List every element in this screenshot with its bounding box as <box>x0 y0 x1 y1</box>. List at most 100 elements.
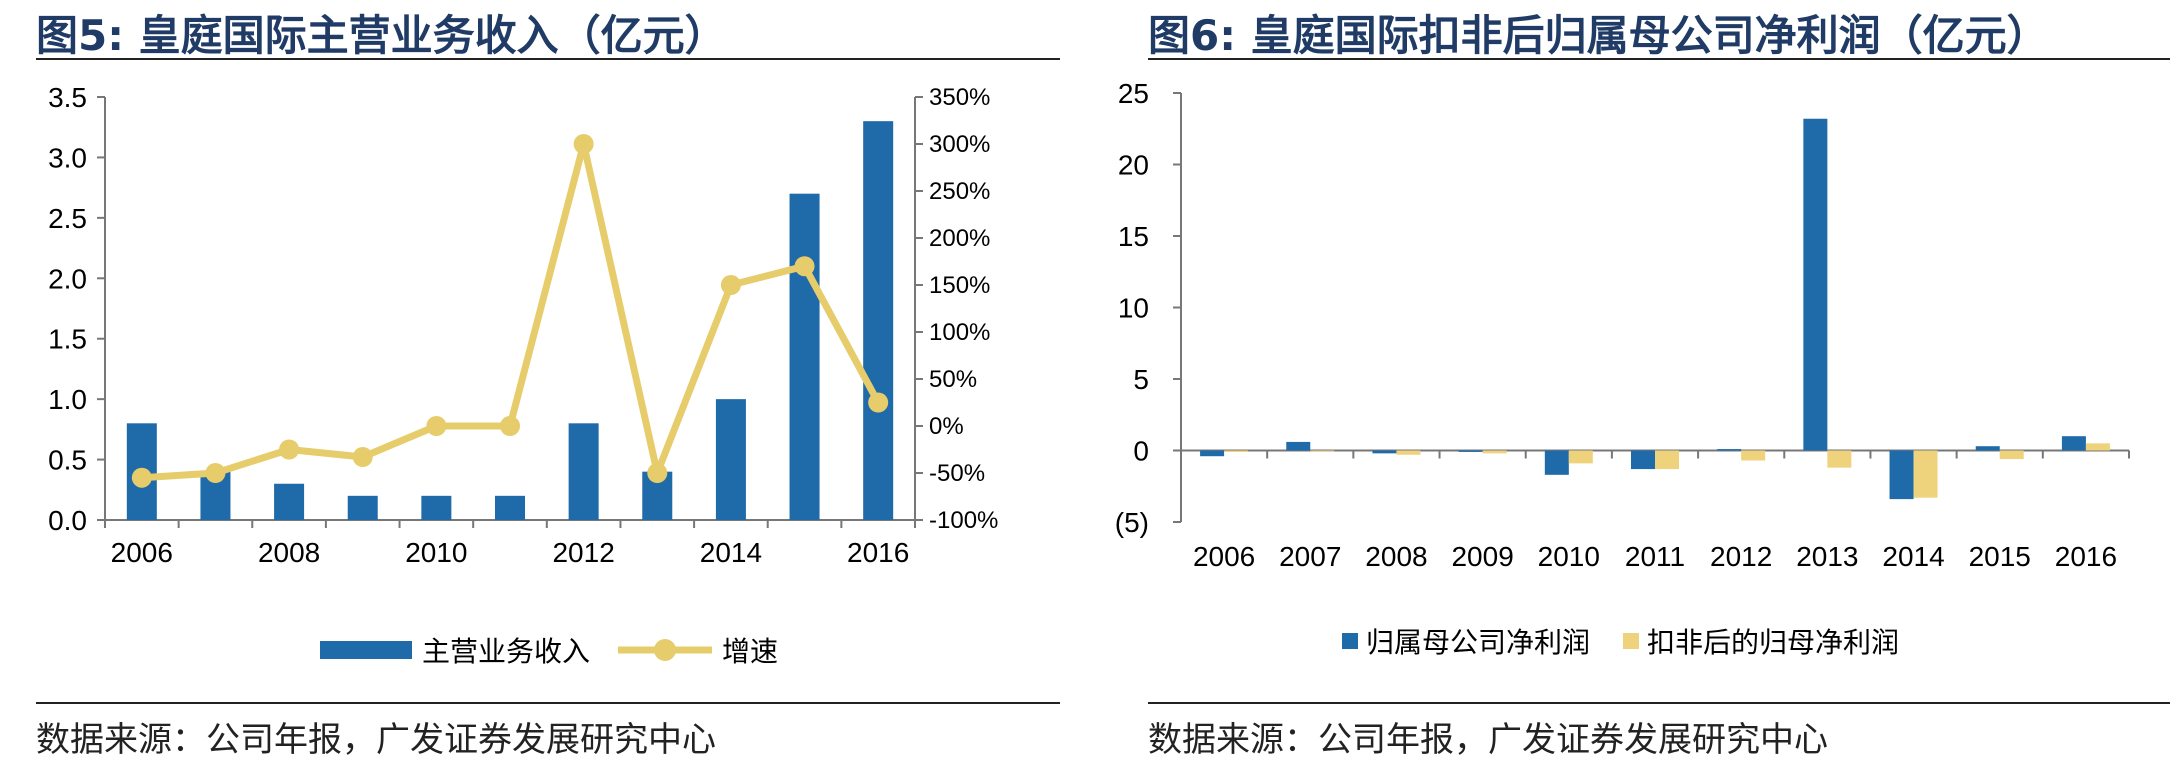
point-growth <box>868 392 889 413</box>
bar-net-profit <box>1889 450 1914 500</box>
y-tick-label-right: -50% <box>929 460 985 487</box>
bar-net-profit <box>1975 446 2000 451</box>
x-tick-label: 2013 <box>1796 541 1858 572</box>
bar-net-profit-deducted <box>1482 450 1507 454</box>
y-tick-label-right: 150% <box>929 272 990 299</box>
bar-net-profit <box>1458 450 1483 452</box>
x-tick-label: 2012 <box>1710 541 1772 572</box>
y-tick-label: (5) <box>1115 507 1149 538</box>
legend-marker-growth <box>654 639 676 661</box>
x-tick-label: 2006 <box>111 537 173 568</box>
x-tick-label: 2011 <box>1625 541 1685 572</box>
point-growth <box>647 463 668 483</box>
y-tick-label: 15 <box>1118 221 1149 252</box>
y-tick-label: 5 <box>1133 364 1149 395</box>
chart-left: 0.0 0.5 1.0 1.5 2.0 2.5 3.0 3.5 -100% -50% 0% 50% 10… <box>48 82 998 667</box>
x-tick-label: 2009 <box>1451 541 1513 572</box>
x-tick-label: 2014 <box>700 537 762 568</box>
bar-net-profit <box>1717 449 1742 451</box>
chart-title-right: 图6: 皇庭国际扣非后归属母公司净利润（亿元） <box>1148 11 2049 60</box>
legend-label-net-profit: 归属母公司净利润 <box>1366 627 1590 658</box>
bar-revenue <box>421 495 452 520</box>
bar-net-profit-deducted <box>1655 450 1679 470</box>
y-tick-label-right: 100% <box>929 319 990 346</box>
x-tick-label: 2012 <box>552 537 614 568</box>
y-tick-label-right: 300% <box>929 131 990 158</box>
source-rule-right <box>1148 702 2170 704</box>
y-tick-label-right: 350% <box>929 84 990 111</box>
y-tick-label-left: 2.0 <box>48 263 87 294</box>
y-tick-label-right: 200% <box>929 225 990 252</box>
legend-label-net-profit-deducted: 扣非后的归母净利润 <box>1647 627 1899 658</box>
legend-swatch-revenue <box>320 641 412 659</box>
bar-net-profit <box>1544 450 1569 475</box>
point-growth <box>205 463 226 483</box>
y-tick-label: 25 <box>1118 78 1149 109</box>
bar-net-profit <box>1286 441 1311 451</box>
bar-net-profit <box>1200 450 1225 457</box>
bar-revenue <box>495 495 525 520</box>
x-tick-label: 2008 <box>1365 541 1427 572</box>
y-tick-label-left: 0.5 <box>48 445 87 476</box>
x-tick-label: 2015 <box>1969 541 2031 572</box>
legend-label-revenue: 主营业务收入 <box>422 636 590 667</box>
point-growth <box>352 447 373 468</box>
y-tick-label-left: 2.5 <box>48 203 87 234</box>
legend-swatch-net-profit <box>1342 633 1358 649</box>
bar-revenue <box>863 121 894 520</box>
bar-revenue <box>715 399 746 520</box>
x-tick-label: 2010 <box>405 537 467 568</box>
bar-net-profit <box>2061 436 2086 451</box>
bar-net-profit-deducted <box>1396 450 1421 455</box>
x-tick-label: 2007 <box>1279 541 1341 572</box>
x-tick-label: 2010 <box>1538 541 1600 572</box>
bar-net-profit-deducted <box>1224 450 1249 452</box>
point-growth <box>500 416 520 436</box>
legend-swatch-net-profit-deducted <box>1623 633 1639 649</box>
x-tick-label: 2016 <box>2055 541 2117 572</box>
point-growth <box>131 467 152 488</box>
y-tick-label: 20 <box>1118 150 1149 181</box>
bar-net-profit-deducted <box>1568 450 1593 464</box>
point-growth <box>279 439 300 460</box>
title-rule-left <box>36 58 1060 60</box>
chart-title-left: 图5: 皇庭国际主营业务收入（亿元） <box>36 11 727 60</box>
point-growth <box>573 134 594 154</box>
y-tick-label: 0 <box>1133 436 1149 467</box>
title-rule-right <box>1148 58 2170 60</box>
bar-revenue <box>347 495 378 520</box>
bar-net-profit <box>1803 118 1828 451</box>
point-growth <box>794 256 815 277</box>
source-note-right: 数据来源：公司年报，广发证券发展研究中心 <box>1148 720 1828 760</box>
y-tick-label-right: 50% <box>929 366 977 393</box>
y-tick-label-left: 0.0 <box>48 505 87 536</box>
y-tick-label-right: 0% <box>929 413 964 440</box>
bar-revenue <box>789 193 820 520</box>
x-tick-label: 2016 <box>847 537 909 568</box>
point-growth <box>720 275 741 295</box>
bar-revenue <box>568 423 599 520</box>
y-tick-label-left: 1.0 <box>48 384 87 415</box>
source-note-left: 数据来源：公司年报，广发证券发展研究中心 <box>36 720 716 760</box>
bar-net-profit-deducted <box>1999 450 2024 460</box>
bar-net-profit <box>1631 450 1655 470</box>
bar-net-profit-deducted <box>1913 450 1938 498</box>
x-tick-label: 2006 <box>1193 541 1255 572</box>
y-tick-label-left: 1.5 <box>48 324 87 355</box>
bar-net-profit-deducted <box>1827 450 1852 468</box>
bar-net-profit-deducted <box>1741 450 1766 461</box>
bar-net-profit <box>1372 450 1397 454</box>
x-tick-label: 2008 <box>258 537 320 568</box>
y-tick-label-left: 3.5 <box>48 82 87 113</box>
bar-net-profit-deducted <box>2085 443 2110 451</box>
chart-right: (5) 0 5 10 15 20 25 2006 2007 2008 2009 2010 2011 201… <box>1115 78 2130 658</box>
source-rule-left <box>36 702 1060 704</box>
legend-label-growth: 增速 <box>722 636 778 667</box>
x-tick-label: 2014 <box>1882 541 1944 572</box>
y-tick-label: 10 <box>1118 293 1149 324</box>
y-tick-label-left: 3.0 <box>48 142 87 173</box>
y-tick-label-right: -100% <box>929 507 998 534</box>
bar-revenue <box>274 483 305 520</box>
y-tick-label-right: 250% <box>929 178 990 205</box>
bar-net-profit-deducted <box>1310 450 1335 452</box>
